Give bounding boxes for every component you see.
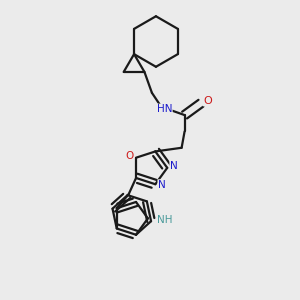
Text: NH: NH — [157, 215, 172, 225]
Text: N: N — [170, 161, 178, 171]
Text: O: O — [125, 151, 134, 161]
Text: HN: HN — [157, 104, 172, 114]
Text: O: O — [203, 96, 212, 106]
Text: N: N — [158, 180, 166, 190]
